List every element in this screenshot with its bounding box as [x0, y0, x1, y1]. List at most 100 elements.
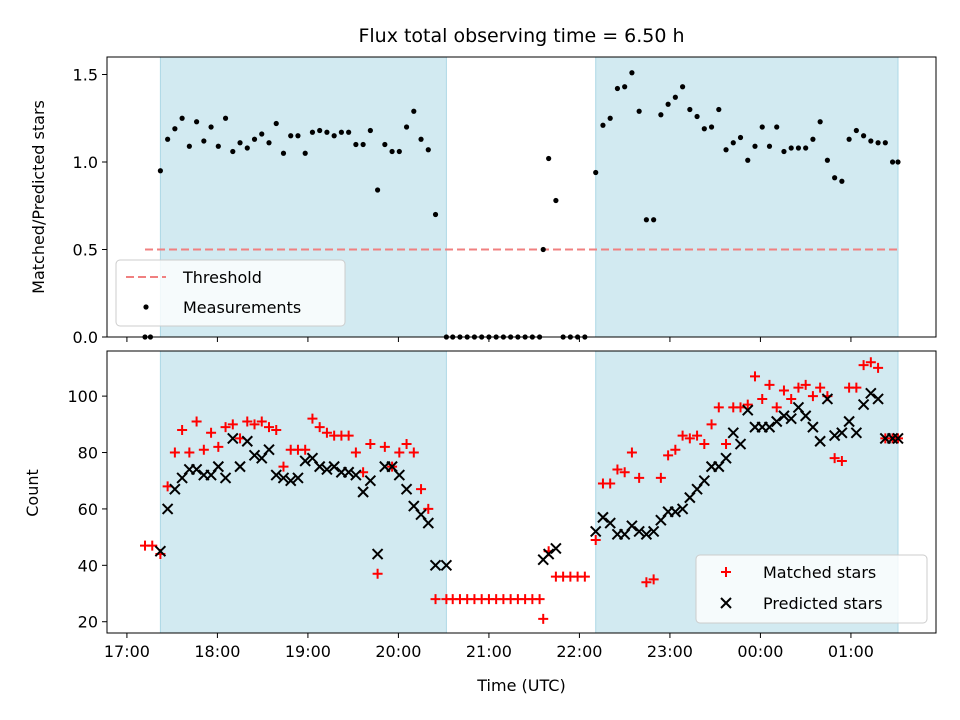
measurement-point [546, 155, 552, 162]
matched-stars-point [670, 444, 681, 455]
x-axis-label: Time (UTC) [476, 676, 565, 695]
measurement-point [636, 108, 642, 114]
matched-stars-point [619, 467, 630, 478]
x-tick-label: 18:00 [194, 642, 240, 661]
matched-stars-point [858, 360, 869, 371]
measurement-point [382, 141, 388, 148]
matched-stars-point [865, 357, 876, 368]
measurement-point [622, 84, 628, 90]
count-axes-frame [106, 350, 937, 634]
measurement-point [629, 70, 635, 76]
matched-stars-point [534, 594, 545, 605]
ratio-observing-window [595, 56, 899, 338]
predicted-stars-point [647, 525, 660, 538]
measurement-point [730, 140, 736, 146]
predicted-stars-point [328, 460, 340, 473]
predicted-stars-point [219, 472, 232, 484]
predicted-stars-point [169, 483, 181, 495]
matched-stars-point [626, 447, 637, 458]
measurement-point [607, 115, 613, 121]
ratio-y-axis-label: Matched/Predicted stars [29, 100, 48, 294]
matched-stars-point [699, 439, 710, 450]
measurement-point [288, 133, 294, 139]
measurement-point [222, 115, 229, 121]
matched-stars-point [177, 424, 188, 435]
measurement-point [651, 217, 657, 223]
matched-stars-point [538, 613, 549, 624]
matched-stars-point [605, 478, 616, 489]
predicted-stars-point [542, 548, 555, 560]
matched-stars-point [423, 503, 434, 514]
measurement-point [244, 145, 250, 151]
x-tick-label: 21:00 [466, 642, 512, 661]
measurement-point [846, 136, 852, 142]
matched-stars-point [749, 371, 760, 382]
measurement-point [215, 143, 221, 149]
measurement-point [411, 108, 417, 114]
matched-stars-point [873, 362, 884, 373]
measurement-point [375, 187, 381, 193]
matched-stars-point [184, 447, 195, 458]
measurement-point [338, 129, 345, 135]
ratio-y-tick-label: 0.5 [73, 241, 98, 260]
measurement-point [230, 148, 236, 155]
measurement-point [201, 138, 207, 144]
measurement-point [788, 145, 794, 151]
measurement-point [860, 133, 867, 139]
measurement-point [895, 159, 901, 165]
matched-stars-point [300, 444, 311, 455]
matched-stars-point [721, 439, 732, 450]
predicted-stars-point [633, 525, 645, 538]
predicted-stars-point [821, 393, 834, 405]
measurement-point [853, 127, 859, 134]
measurements-legend-label: Measurements [183, 298, 301, 317]
measurement-point [280, 150, 287, 156]
predicted-stars-point [371, 548, 384, 560]
measurement-point [832, 175, 838, 181]
measurement-point [839, 178, 845, 184]
matched-stars-point [307, 413, 318, 424]
matched-stars-point [206, 427, 217, 438]
predicted-stars-point [597, 511, 609, 524]
measurement-point [309, 129, 316, 135]
measurement-point [614, 85, 621, 92]
matched-stars-legend-swatch [721, 567, 731, 577]
measurement-point [403, 124, 410, 130]
count-y-tick-label: 80 [78, 444, 98, 463]
measurement-point [774, 124, 780, 130]
predicted-stars-point [285, 475, 297, 487]
measurement-point [687, 106, 693, 113]
measurement-point [302, 150, 308, 156]
measurement-point [701, 126, 707, 132]
x-tick-label: 20:00 [375, 642, 421, 661]
measurement-point [745, 157, 751, 163]
count-y-tick-label: 20 [78, 613, 98, 632]
measurement-point [708, 124, 715, 130]
predicted-stars-point [429, 559, 442, 572]
matched-stars-point [684, 433, 695, 444]
matched-stars-point [713, 402, 724, 413]
matched-stars-point [401, 439, 412, 450]
measurement-point [868, 138, 874, 144]
predicted-stars-point [872, 393, 884, 405]
matched-stars-point [778, 385, 789, 396]
predicted-stars-point [778, 410, 790, 422]
measurement-point [752, 143, 758, 149]
matched-stars-point [757, 393, 768, 404]
matched-stars-point [590, 534, 601, 545]
measurement-point [172, 126, 178, 132]
matched-stars-point [350, 447, 361, 458]
predicted-stars-point [350, 469, 362, 481]
measurement-point [389, 148, 395, 155]
predicted-stars-point [720, 452, 732, 464]
matched-stars-point [379, 441, 390, 452]
measurement-point [824, 157, 830, 163]
measurement-point [766, 143, 773, 149]
predicted-stars-point [241, 435, 253, 447]
predicted-stars-point [857, 398, 870, 411]
predicted-stars-point [626, 520, 638, 532]
count-y-tick-label: 40 [78, 556, 98, 575]
measurement-point [803, 145, 809, 151]
threshold-legend-label: Threshold [182, 268, 262, 287]
measurement-point [679, 84, 686, 90]
